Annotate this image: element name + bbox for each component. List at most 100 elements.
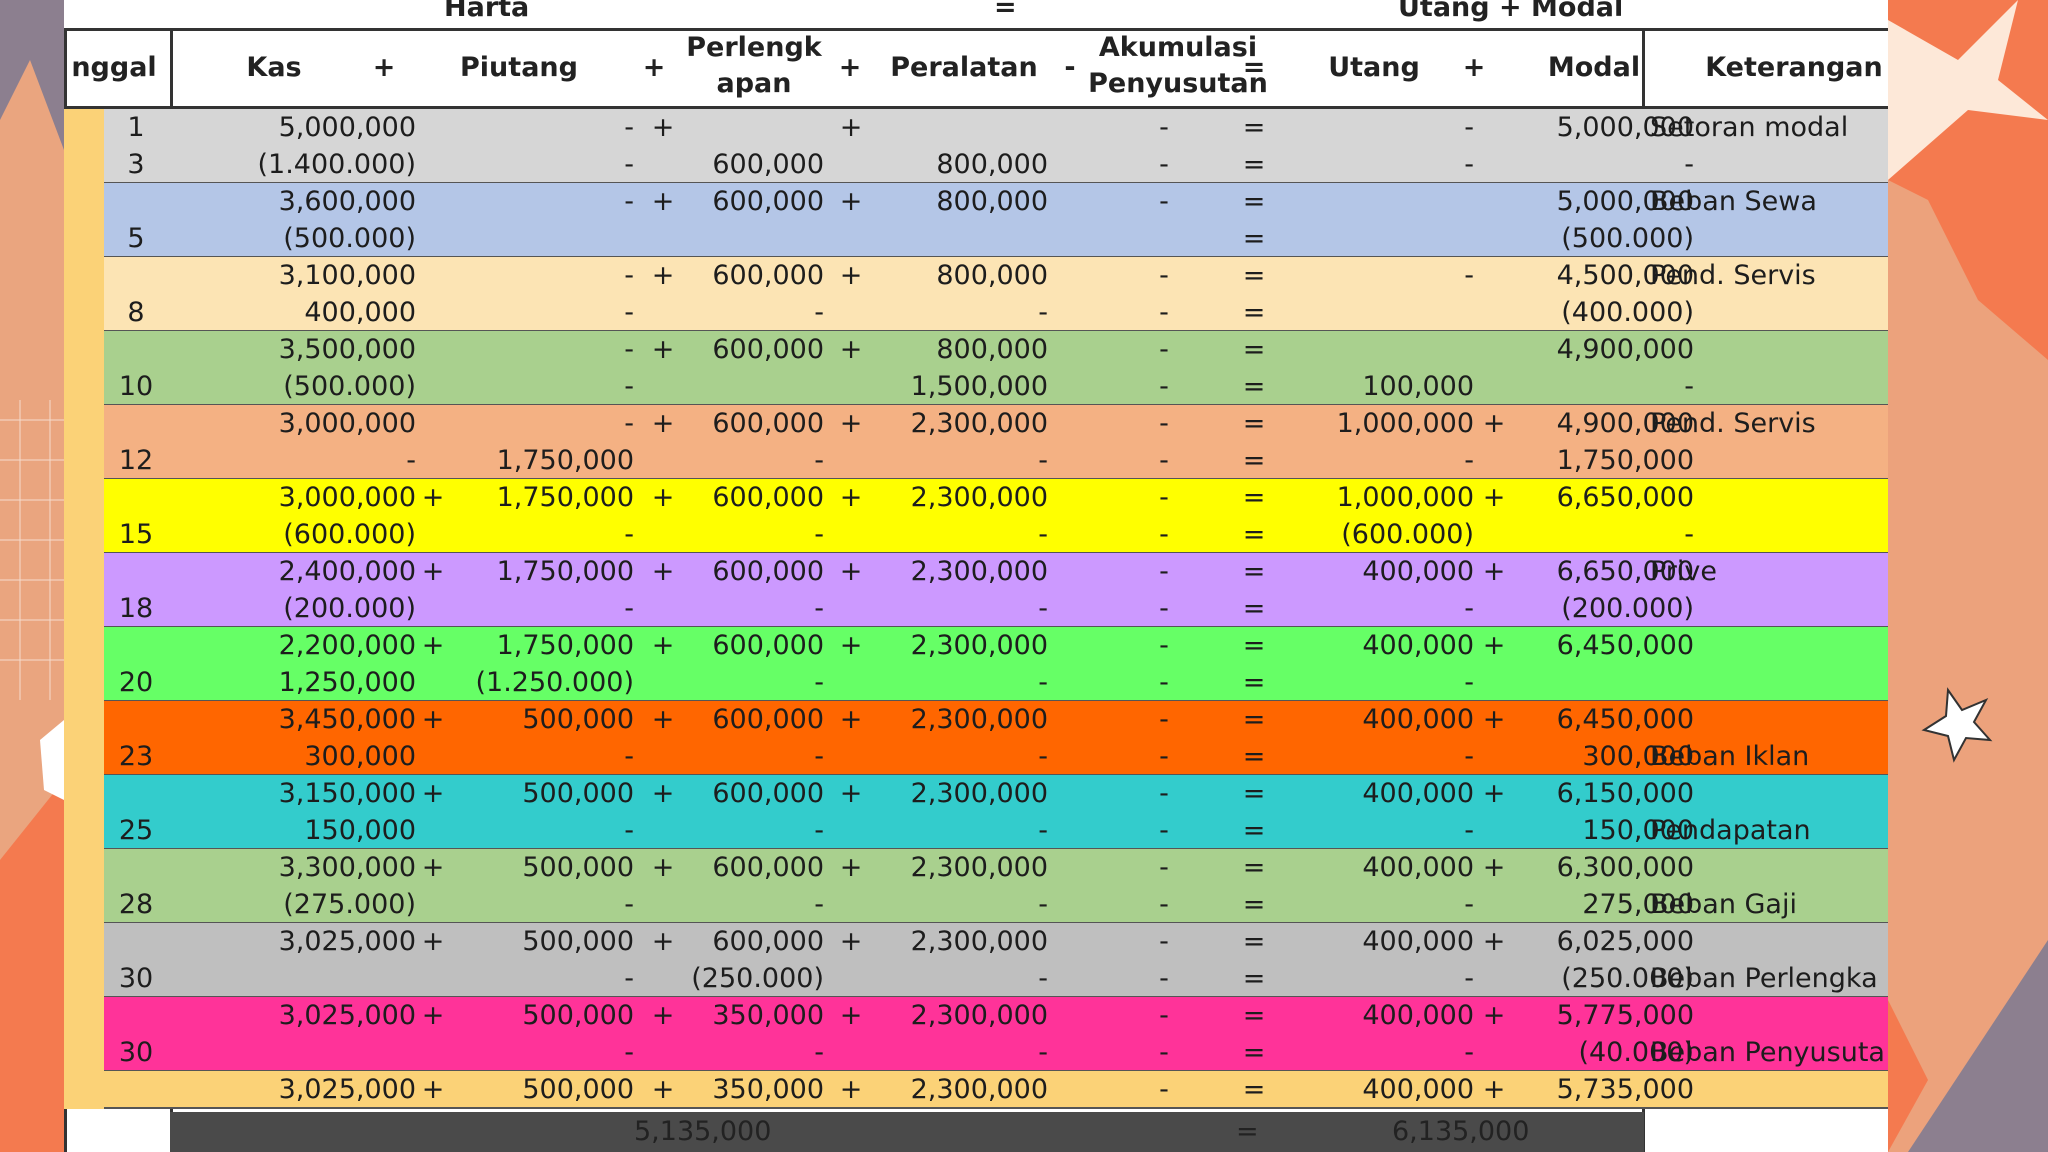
cell-op_p: +	[651, 778, 675, 809]
cell-tgl: 30	[118, 1037, 154, 1068]
cell-ket: Beban Penyusuta	[1650, 1037, 1885, 1068]
cell-modal: 1,750,000	[1556, 445, 1694, 476]
cell-eq: =	[1242, 704, 1266, 735]
cell-peral: -	[1038, 1037, 1048, 1068]
cell-utang: 400,000	[1362, 630, 1474, 661]
column-header-op5: =	[1242, 52, 1266, 83]
transaction-group	[104, 849, 1888, 923]
cell-akum: -	[1159, 963, 1169, 994]
cell-piu: 1,750,000	[496, 630, 634, 661]
cell-tgl: 18	[118, 593, 154, 624]
cell-akum: -	[1159, 260, 1169, 291]
cell-tgl: 12	[118, 445, 154, 476]
cell-piu: -	[624, 741, 634, 772]
left-decor-shapes	[0, 0, 64, 1152]
total-harta: 5,135,000	[634, 1116, 772, 1147]
cell-kas: (500.000)	[283, 223, 416, 254]
column-header-op3: +	[838, 52, 862, 83]
cell-op_p: +	[651, 556, 675, 587]
cell-modal: (40.000)	[1578, 1037, 1694, 1068]
cell-op_pl: +	[839, 186, 863, 217]
cell-eq: =	[1242, 334, 1266, 365]
cell-kas: (600.000)	[283, 519, 416, 550]
cell-op_u: +	[1482, 482, 1506, 513]
group-header-equals: =	[994, 0, 1017, 23]
cell-kas: 3,500,000	[278, 334, 416, 365]
grid-pattern	[0, 400, 64, 700]
cell-ket: Pend. Servis	[1650, 260, 1816, 291]
cell-peral: -	[1038, 741, 1048, 772]
cell-op_u: +	[1482, 408, 1506, 439]
cell-eq: =	[1242, 963, 1266, 994]
left-decor-panel	[0, 0, 64, 1152]
cell-peral: 800,000	[936, 334, 1048, 365]
transaction-group	[104, 183, 1888, 257]
cell-akum: -	[1159, 815, 1169, 846]
cell-tgl: 15	[118, 519, 154, 550]
cell-akum: -	[1159, 408, 1169, 439]
cell-akum: -	[1159, 371, 1169, 402]
cell-eq: =	[1242, 260, 1266, 291]
column-header-op1: +	[372, 52, 396, 83]
cell-peral: -	[1038, 667, 1048, 698]
cell-op_pl: +	[839, 408, 863, 439]
cell-op_u: +	[1482, 926, 1506, 957]
cell-modal: 6,650,000	[1556, 556, 1694, 587]
totals-bar	[170, 1112, 1644, 1152]
cell-kas: 3,600,000	[278, 186, 416, 217]
cell-modal: 150,000	[1582, 815, 1694, 846]
cell-op_p: +	[651, 112, 675, 143]
header-bottom-border	[64, 106, 1888, 109]
cell-akum: -	[1159, 926, 1169, 957]
transaction-group	[104, 479, 1888, 553]
cell-op_pl: +	[839, 704, 863, 735]
cell-ket: Pend. Servis	[1650, 408, 1816, 439]
column-header-kas: Kas	[246, 52, 302, 83]
cell-op_k: +	[421, 1074, 445, 1105]
cell-kas: 3,000,000	[278, 408, 416, 439]
cell-modal: -	[1684, 519, 1694, 550]
cell-perl: -	[814, 741, 824, 772]
cell-utang: 400,000	[1362, 926, 1474, 957]
cell-op_p: +	[651, 482, 675, 513]
cell-kas: (1.400.000)	[257, 149, 416, 180]
cell-kas: 300,000	[304, 741, 416, 772]
cell-ket: Beban Gaji	[1650, 889, 1797, 920]
cell-modal: 5,775,000	[1556, 1000, 1694, 1031]
cell-perl: -	[814, 667, 824, 698]
cell-piu: 500,000	[522, 852, 634, 883]
cell-piu: 500,000	[522, 704, 634, 735]
column-header-perlengkapan: Perlengk apan	[686, 32, 822, 99]
cell-eq: =	[1242, 297, 1266, 328]
column-header-akumulasi: Akumulasi Penyusutan	[1088, 32, 1268, 99]
cell-modal: 6,650,000	[1556, 482, 1694, 513]
cell-akum: -	[1159, 1000, 1169, 1031]
cell-modal: 5,000,000	[1556, 186, 1694, 217]
cell-piu: -	[624, 371, 634, 402]
cell-utang: 1,000,000	[1336, 482, 1474, 513]
group-header-utang-modal: Utang + Modal	[1398, 0, 1624, 23]
cell-op_p: +	[651, 260, 675, 291]
cell-modal: 4,900,000	[1556, 408, 1694, 439]
cell-peral: 2,300,000	[910, 630, 1048, 661]
cell-tgl: 3	[127, 149, 145, 180]
cell-akum: -	[1159, 667, 1169, 698]
slate-spike-shape	[0, 0, 64, 150]
cell-op_p: +	[651, 630, 675, 661]
cell-piu: -	[624, 186, 634, 217]
cell-akum: -	[1159, 334, 1169, 365]
cell-op_p: +	[651, 186, 675, 217]
cell-perl: 350,000	[712, 1074, 824, 1105]
cell-peral: -	[1038, 297, 1048, 328]
cell-modal: 4,900,000	[1556, 334, 1694, 365]
total-equals: =	[1236, 1116, 1259, 1147]
cell-op_k: +	[421, 630, 445, 661]
cell-op_u: +	[1482, 852, 1506, 883]
cell-ket: Setoran modal	[1650, 112, 1849, 143]
cell-utang: 1,000,000	[1336, 408, 1474, 439]
cell-utang: -	[1464, 112, 1474, 143]
cell-tgl: 10	[118, 371, 154, 402]
cell-piu: -	[624, 889, 634, 920]
cell-perl: -	[814, 889, 824, 920]
cell-modal: -	[1684, 371, 1694, 402]
